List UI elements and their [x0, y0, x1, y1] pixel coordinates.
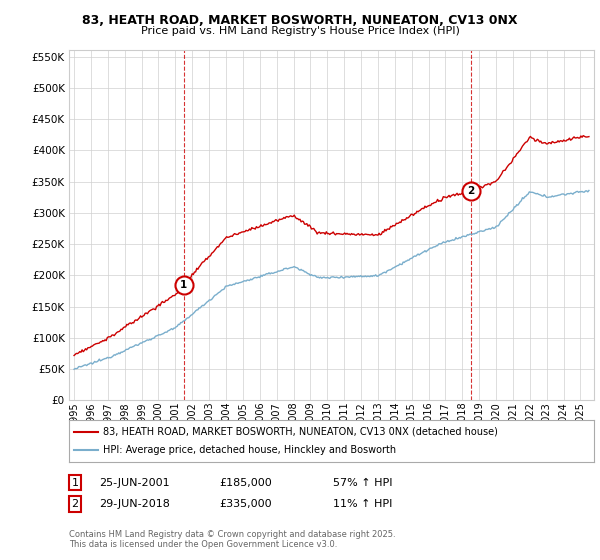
- Text: Contains HM Land Registry data © Crown copyright and database right 2025.
This d: Contains HM Land Registry data © Crown c…: [69, 530, 395, 549]
- Text: £335,000: £335,000: [219, 499, 272, 509]
- Text: 2: 2: [71, 499, 79, 509]
- Text: 29-JUN-2018: 29-JUN-2018: [99, 499, 170, 509]
- Text: £185,000: £185,000: [219, 478, 272, 488]
- Text: 11% ↑ HPI: 11% ↑ HPI: [333, 499, 392, 509]
- Text: 2: 2: [467, 186, 474, 196]
- Text: 83, HEATH ROAD, MARKET BOSWORTH, NUNEATON, CV13 0NX (detached house): 83, HEATH ROAD, MARKET BOSWORTH, NUNEATO…: [103, 427, 498, 437]
- Text: 83, HEATH ROAD, MARKET BOSWORTH, NUNEATON, CV13 0NX: 83, HEATH ROAD, MARKET BOSWORTH, NUNEATO…: [82, 14, 518, 27]
- Text: 25-JUN-2001: 25-JUN-2001: [99, 478, 170, 488]
- Text: Price paid vs. HM Land Registry's House Price Index (HPI): Price paid vs. HM Land Registry's House …: [140, 26, 460, 36]
- Text: 1: 1: [71, 478, 79, 488]
- Text: 1: 1: [180, 280, 187, 290]
- Text: HPI: Average price, detached house, Hinckley and Bosworth: HPI: Average price, detached house, Hinc…: [103, 445, 396, 455]
- Text: 57% ↑ HPI: 57% ↑ HPI: [333, 478, 392, 488]
